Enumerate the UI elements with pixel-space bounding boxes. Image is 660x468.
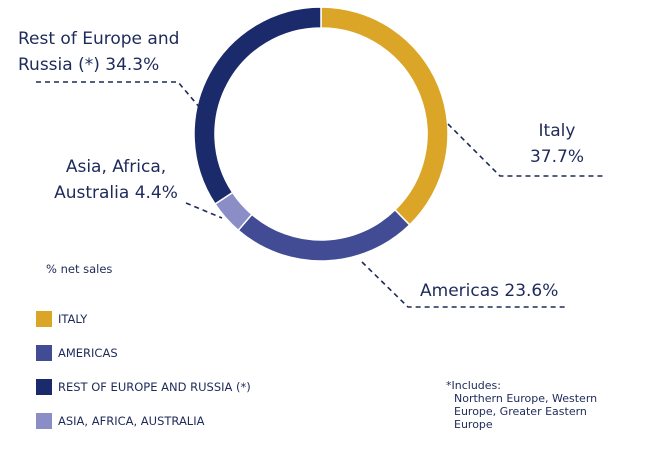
donut-slices — [193, 6, 449, 262]
leader-line-asia — [185, 202, 223, 219]
legend-swatch — [36, 311, 52, 327]
label-europe-line2: Russia (*) 34.3% — [18, 55, 160, 75]
slice-americas — [237, 208, 411, 262]
legend-label: ASIA, AFRICA, AUSTRALIA — [58, 414, 205, 428]
label-italy-line2: 37.7% — [529, 147, 584, 167]
leader-line-italy — [447, 123, 606, 177]
footnote: *Includes: Northern Europe, Western Euro… — [446, 379, 597, 431]
label-europe-line1: Rest of Europe and — [18, 29, 180, 49]
leader-line-europe — [36, 81, 213, 123]
legend-label: ITALY — [58, 312, 88, 326]
label-italy: Italy 37.7% — [522, 118, 592, 170]
footnote-line2: Northern Europe, Western — [454, 392, 598, 405]
legend-label: AMERICAS — [58, 346, 118, 360]
leader-line-americas — [361, 261, 566, 308]
footnote-line4: Europe — [454, 418, 493, 431]
unit-label: % net sales — [46, 262, 113, 276]
label-italy-line1: Italy — [538, 121, 576, 141]
footnote-line3: Europe, Greater Eastern — [454, 405, 587, 418]
label-asia: Asia, Africa, Australia 4.4% — [46, 154, 186, 206]
legend-swatch — [36, 413, 52, 429]
label-asia-line1: Asia, Africa, — [65, 157, 167, 177]
footnote-line1: *Includes: — [446, 379, 501, 392]
label-europe: Rest of Europe and Russia (*) 34.3% — [18, 26, 179, 78]
label-americas: Americas 23.6% — [420, 278, 558, 304]
label-americas-line1: Americas 23.6% — [420, 281, 559, 301]
legend-swatch — [36, 379, 52, 395]
slice-rest-of-europe-and-russia — [193, 6, 322, 206]
leader-lines — [36, 81, 606, 308]
legend-label: REST OF EUROPE AND RUSSIA (*) — [58, 380, 251, 394]
label-asia-line2: Australia 4.4% — [54, 183, 178, 203]
slice-italy — [320, 6, 449, 226]
legend-swatch — [36, 345, 52, 361]
